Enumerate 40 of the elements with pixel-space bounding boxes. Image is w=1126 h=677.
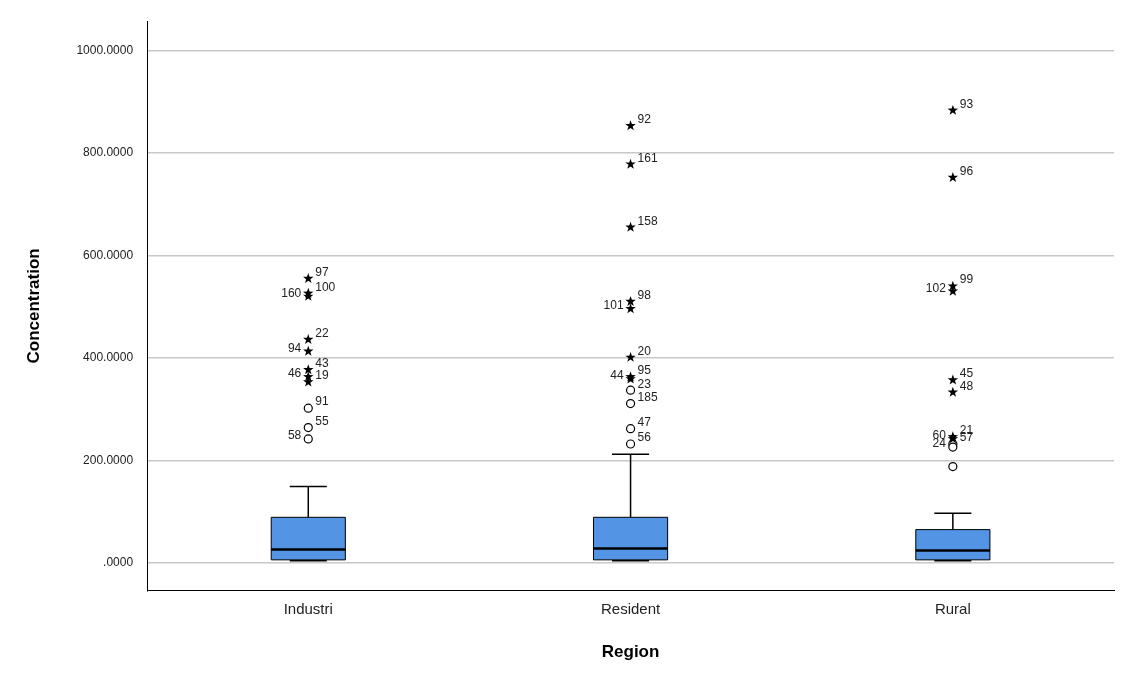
annotation: 19: [315, 368, 329, 383]
y-tick-label: 1000.0000: [76, 42, 134, 57]
x-axis-title: Region: [601, 642, 660, 662]
annotation: 20: [637, 343, 652, 358]
annotation: 161: [637, 150, 658, 165]
annotation: 99: [959, 272, 974, 287]
annotation: 91: [315, 394, 329, 409]
y-tick-label: 200.0000: [83, 452, 134, 467]
annotation: 48: [959, 378, 974, 393]
annotation: 95: [637, 363, 652, 378]
annotation: 55: [315, 413, 329, 428]
annotation: 56: [637, 430, 652, 445]
y-tick-label: .0000: [103, 555, 134, 570]
annotation: 46: [287, 366, 302, 381]
annotation: 100: [315, 279, 336, 294]
annotation: 97: [315, 264, 329, 279]
y-tick-label: 600.0000: [83, 247, 134, 262]
annotation: 22: [315, 325, 329, 340]
x-tick-label: Industri: [283, 599, 333, 617]
annotation: 185: [637, 389, 658, 404]
annotation: 93: [959, 96, 974, 111]
annotation: 96: [959, 163, 974, 178]
annotation: 44: [610, 368, 624, 383]
x-tick-label: Rural: [934, 599, 971, 617]
annotation: 58: [287, 428, 302, 443]
x-tick-label: Resident: [600, 599, 661, 617]
annotation: 92: [637, 112, 652, 127]
annotation: 101: [603, 298, 624, 313]
annotation: 102: [925, 280, 947, 295]
annotation: 23: [637, 376, 652, 391]
annotation: 43: [315, 356, 329, 371]
annotation: 45: [959, 366, 974, 381]
y-tick-label: 400.0000: [83, 350, 134, 365]
annotation: 94: [287, 340, 302, 355]
annotation: 160: [281, 285, 302, 300]
y-tick-label: 800.0000: [83, 145, 134, 160]
annotation: 47: [637, 414, 652, 429]
y-axis-title: Concentration: [23, 248, 43, 364]
annotation: 98: [637, 287, 652, 302]
annotation: 158: [637, 213, 658, 228]
